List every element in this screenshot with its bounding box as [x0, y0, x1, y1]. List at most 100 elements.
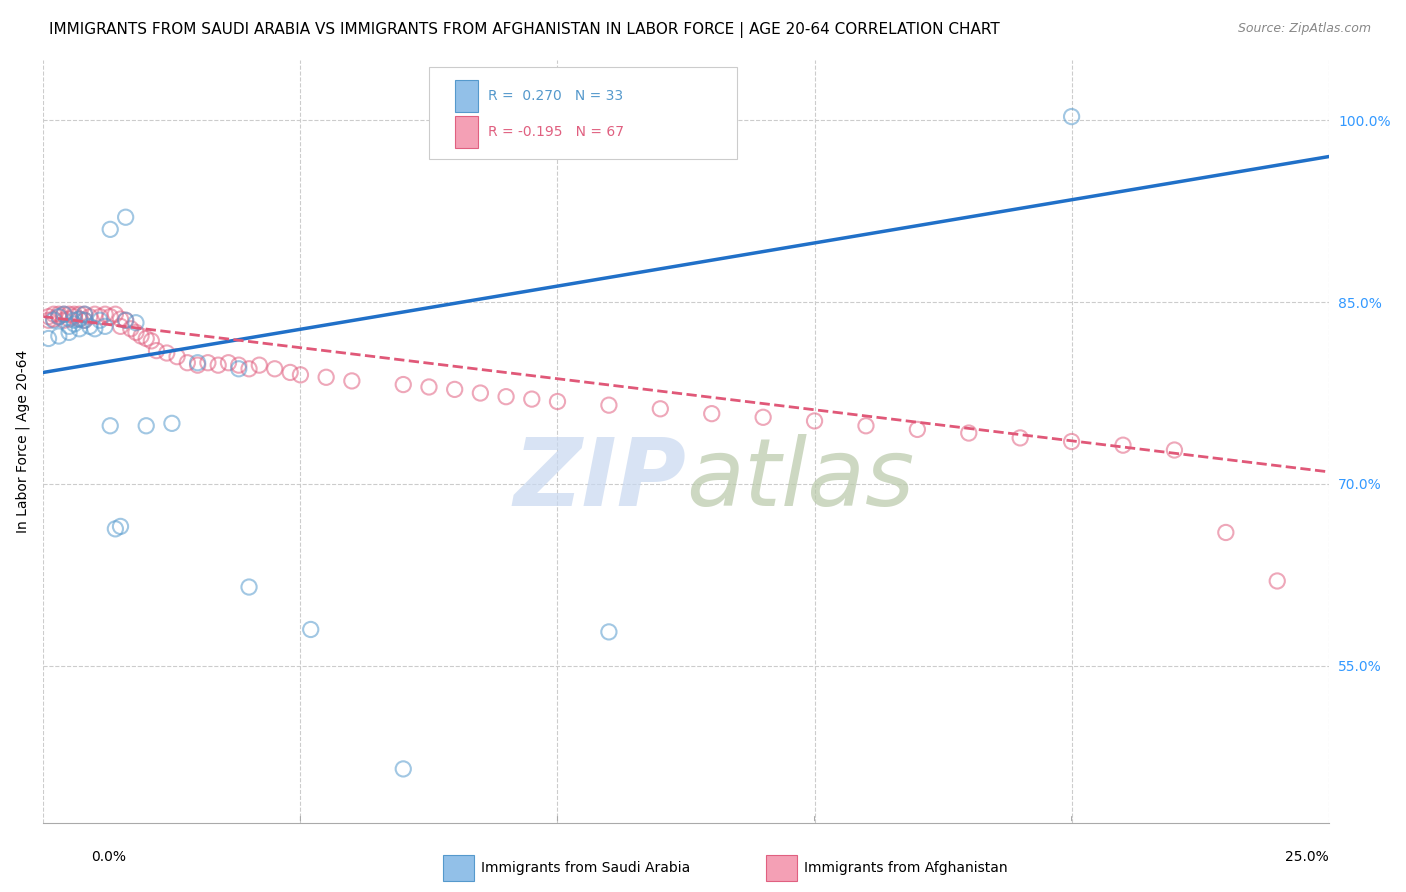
Point	[42, 307, 65, 321]
Point	[104, 522, 127, 536]
Text: 0.0%: 0.0%	[91, 850, 127, 863]
Point	[340, 374, 363, 388]
Point	[48, 307, 70, 321]
Point	[520, 392, 543, 406]
Point	[58, 312, 80, 326]
Text: Immigrants from Afghanistan: Immigrants from Afghanistan	[804, 861, 1008, 875]
Point	[48, 310, 70, 324]
Point	[58, 307, 80, 321]
Point	[52, 307, 75, 321]
Text: R = -0.195   N = 67: R = -0.195 N = 67	[488, 125, 624, 139]
Point	[125, 326, 148, 340]
Point	[67, 307, 90, 321]
Point	[160, 417, 183, 431]
Point	[83, 322, 105, 336]
Point	[1060, 434, 1083, 449]
Point	[104, 307, 127, 321]
Point	[89, 310, 111, 324]
Point	[166, 350, 188, 364]
Point	[63, 313, 86, 327]
Y-axis label: In Labor Force | Age 20-64: In Labor Force | Age 20-64	[15, 350, 30, 533]
Point	[803, 414, 825, 428]
Point	[197, 356, 219, 370]
Point	[48, 310, 70, 324]
Point	[1265, 574, 1288, 588]
Point	[94, 307, 117, 321]
Point	[187, 358, 209, 372]
Point	[98, 310, 121, 324]
Point	[73, 313, 96, 327]
Point	[63, 310, 86, 324]
Point	[957, 425, 980, 440]
Point	[238, 361, 260, 376]
Point	[1060, 110, 1083, 124]
Point	[63, 307, 86, 321]
Point	[141, 334, 163, 348]
Point	[42, 312, 65, 326]
Point	[247, 358, 270, 372]
Point	[63, 317, 86, 331]
Text: R =  0.270   N = 33: R = 0.270 N = 33	[488, 89, 623, 103]
Bar	[454, 116, 478, 148]
Point	[38, 313, 60, 327]
Point	[228, 358, 250, 372]
Point	[392, 377, 415, 392]
Point	[418, 380, 440, 394]
Point	[52, 313, 75, 327]
Point	[1215, 525, 1237, 540]
Point	[79, 319, 101, 334]
Point	[207, 358, 229, 372]
Point	[94, 319, 117, 334]
Point	[238, 580, 260, 594]
Text: Immigrants from Saudi Arabia: Immigrants from Saudi Arabia	[481, 861, 690, 875]
Point	[187, 356, 209, 370]
Point	[83, 307, 105, 321]
Point	[98, 418, 121, 433]
Point	[495, 390, 517, 404]
Point	[79, 310, 101, 324]
Point	[855, 418, 877, 433]
Point	[650, 401, 672, 416]
Point	[263, 361, 285, 376]
Point	[114, 211, 136, 225]
Point	[48, 329, 70, 343]
Point	[67, 312, 90, 326]
Point	[470, 386, 492, 401]
Point	[42, 313, 65, 327]
Point	[392, 762, 415, 776]
Point	[38, 331, 60, 345]
Text: 25.0%: 25.0%	[1285, 850, 1329, 863]
Point	[114, 313, 136, 327]
Point	[1010, 431, 1032, 445]
Point	[156, 346, 179, 360]
Point	[98, 222, 121, 236]
Point	[73, 307, 96, 321]
Bar	[454, 80, 478, 112]
Point	[145, 343, 167, 358]
Point	[73, 313, 96, 327]
Point	[547, 394, 569, 409]
Point	[135, 418, 157, 433]
Point	[67, 322, 90, 336]
Point	[38, 310, 60, 324]
Point	[110, 312, 132, 326]
Point	[129, 329, 152, 343]
Point	[176, 356, 198, 370]
Text: Source: ZipAtlas.com: Source: ZipAtlas.com	[1237, 22, 1371, 36]
Point	[58, 326, 80, 340]
Point	[228, 361, 250, 376]
Bar	[443, 855, 474, 881]
Text: ZIP: ZIP	[513, 434, 686, 525]
Point	[89, 313, 111, 327]
Point	[52, 307, 75, 321]
Point	[290, 368, 312, 382]
Point	[58, 319, 80, 334]
Point	[135, 331, 157, 345]
Point	[598, 398, 620, 412]
Point	[278, 366, 301, 380]
Bar	[766, 855, 797, 881]
Point	[217, 356, 239, 370]
Point	[1163, 443, 1185, 458]
Text: atlas: atlas	[686, 434, 914, 525]
Text: IMMIGRANTS FROM SAUDI ARABIA VS IMMIGRANTS FROM AFGHANISTAN IN LABOR FORCE | AGE: IMMIGRANTS FROM SAUDI ARABIA VS IMMIGRAN…	[49, 22, 1000, 38]
